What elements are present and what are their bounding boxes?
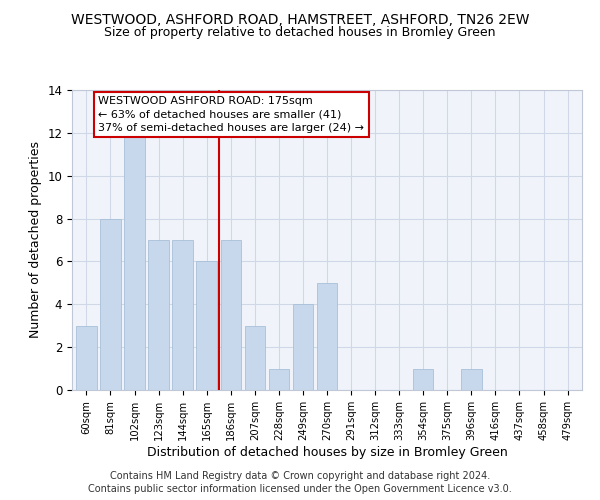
Bar — [100, 218, 121, 390]
Bar — [245, 326, 265, 390]
Bar — [413, 368, 433, 390]
Bar — [124, 133, 145, 390]
Text: Contains HM Land Registry data © Crown copyright and database right 2024.: Contains HM Land Registry data © Crown c… — [110, 471, 490, 481]
Text: Size of property relative to detached houses in Bromley Green: Size of property relative to detached ho… — [104, 26, 496, 39]
Bar — [172, 240, 193, 390]
Text: WESTWOOD ASHFORD ROAD: 175sqm
← 63% of detached houses are smaller (41)
37% of s: WESTWOOD ASHFORD ROAD: 175sqm ← 63% of d… — [98, 96, 364, 133]
Bar — [317, 283, 337, 390]
Bar — [293, 304, 313, 390]
Text: WESTWOOD, ASHFORD ROAD, HAMSTREET, ASHFORD, TN26 2EW: WESTWOOD, ASHFORD ROAD, HAMSTREET, ASHFO… — [71, 12, 529, 26]
Bar — [221, 240, 241, 390]
Bar — [461, 368, 482, 390]
Bar — [76, 326, 97, 390]
Bar — [269, 368, 289, 390]
Text: Contains public sector information licensed under the Open Government Licence v3: Contains public sector information licen… — [88, 484, 512, 494]
Bar — [148, 240, 169, 390]
Y-axis label: Number of detached properties: Number of detached properties — [29, 142, 42, 338]
Bar — [196, 262, 217, 390]
X-axis label: Distribution of detached houses by size in Bromley Green: Distribution of detached houses by size … — [146, 446, 508, 458]
